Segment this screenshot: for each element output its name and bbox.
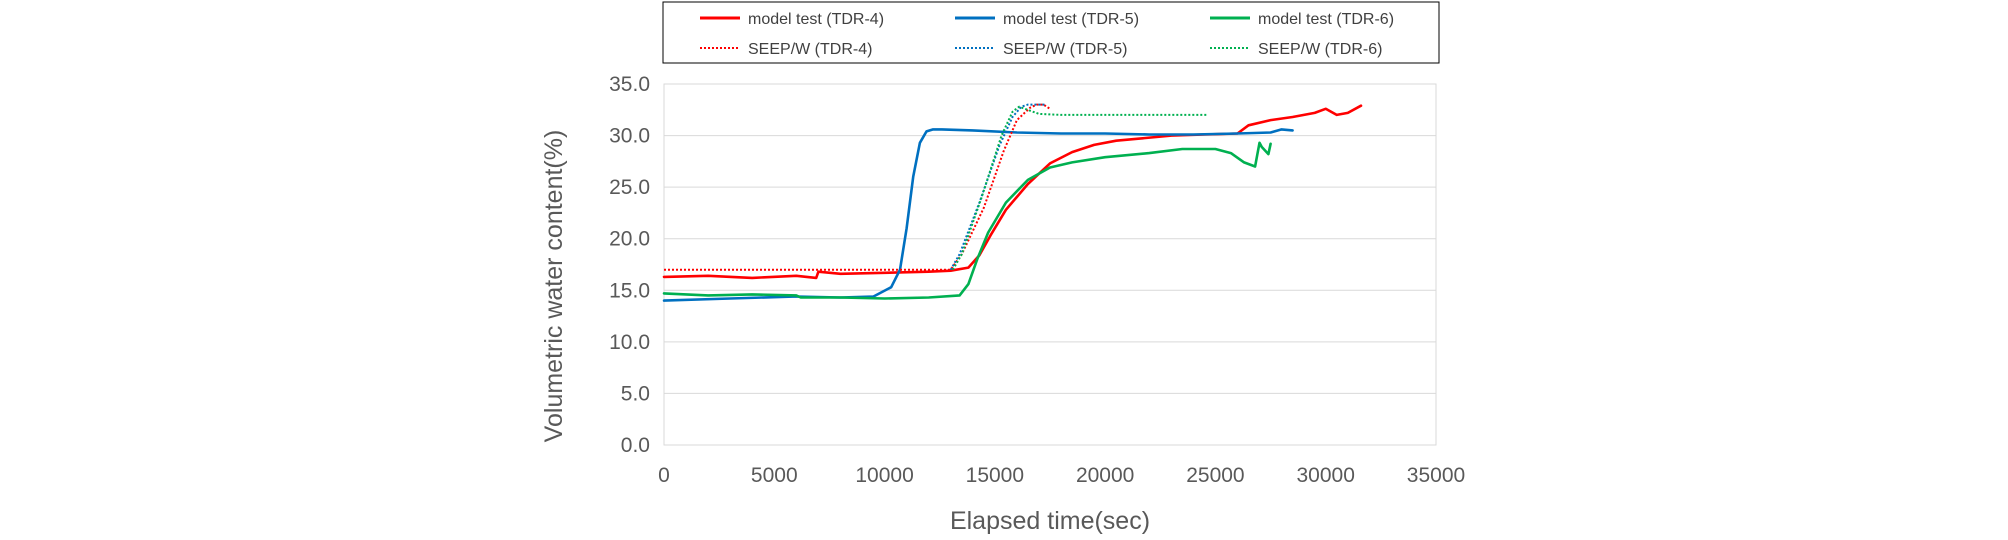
x-tick-label: 0 bbox=[658, 464, 670, 487]
grid-layer bbox=[663, 83, 1437, 446]
y-tick-label: 15.0 bbox=[609, 279, 650, 302]
legend: model test (TDR-4) model test (TDR-5) mode… bbox=[662, 1, 1440, 64]
series-line-6 bbox=[952, 105, 1207, 271]
x-tick-label: 25000 bbox=[1186, 464, 1244, 487]
y-tick-label: 5.0 bbox=[621, 382, 650, 405]
legend-label-5: SEEP/W (TDR-5) bbox=[1003, 41, 1127, 58]
legend-label-6: SEEP/W (TDR-6) bbox=[1258, 41, 1382, 58]
y-tick-label: 10.0 bbox=[609, 331, 650, 354]
series-line-2 bbox=[662, 128, 1294, 302]
x-tick-label: 30000 bbox=[1297, 464, 1355, 487]
plot-area-border bbox=[663, 83, 1437, 446]
legend-label-4: SEEP/W (TDR-4) bbox=[748, 41, 872, 58]
y-tick-label: 0.0 bbox=[621, 434, 650, 457]
legend-box bbox=[662, 1, 1440, 64]
y-tick-label: 30.0 bbox=[609, 125, 650, 148]
legend-label-2: model test (TDR-5) bbox=[1003, 11, 1139, 28]
x-tick-label: 35000 bbox=[1407, 464, 1465, 487]
x-tick-label: 20000 bbox=[1076, 464, 1134, 487]
y-tick-label: 20.0 bbox=[609, 228, 650, 251]
legend-label-3: model test (TDR-6) bbox=[1258, 11, 1394, 28]
y-tick-label: 25.0 bbox=[609, 176, 650, 199]
x-tick-label: 10000 bbox=[855, 464, 913, 487]
x-tick-label: 5000 bbox=[751, 464, 798, 487]
series-line-3 bbox=[662, 141, 1272, 300]
x-axis-title: Elapsed time(sec) bbox=[950, 507, 1150, 535]
series-line-1 bbox=[662, 104, 1363, 280]
x-tick-label: 15000 bbox=[966, 464, 1024, 487]
series-layer bbox=[662, 103, 1363, 302]
legend-label-1: model test (TDR-4) bbox=[748, 11, 884, 28]
y-axis-title: Volumetric water content(%) bbox=[540, 130, 568, 443]
series-line-5 bbox=[949, 103, 1046, 271]
y-tick-label: 35.0 bbox=[609, 73, 650, 96]
axis-layer: 0.0 5.0 10.0 15.0 20.0 25.0 30.0 35.0 0 5000 10000… bbox=[609, 73, 1465, 487]
